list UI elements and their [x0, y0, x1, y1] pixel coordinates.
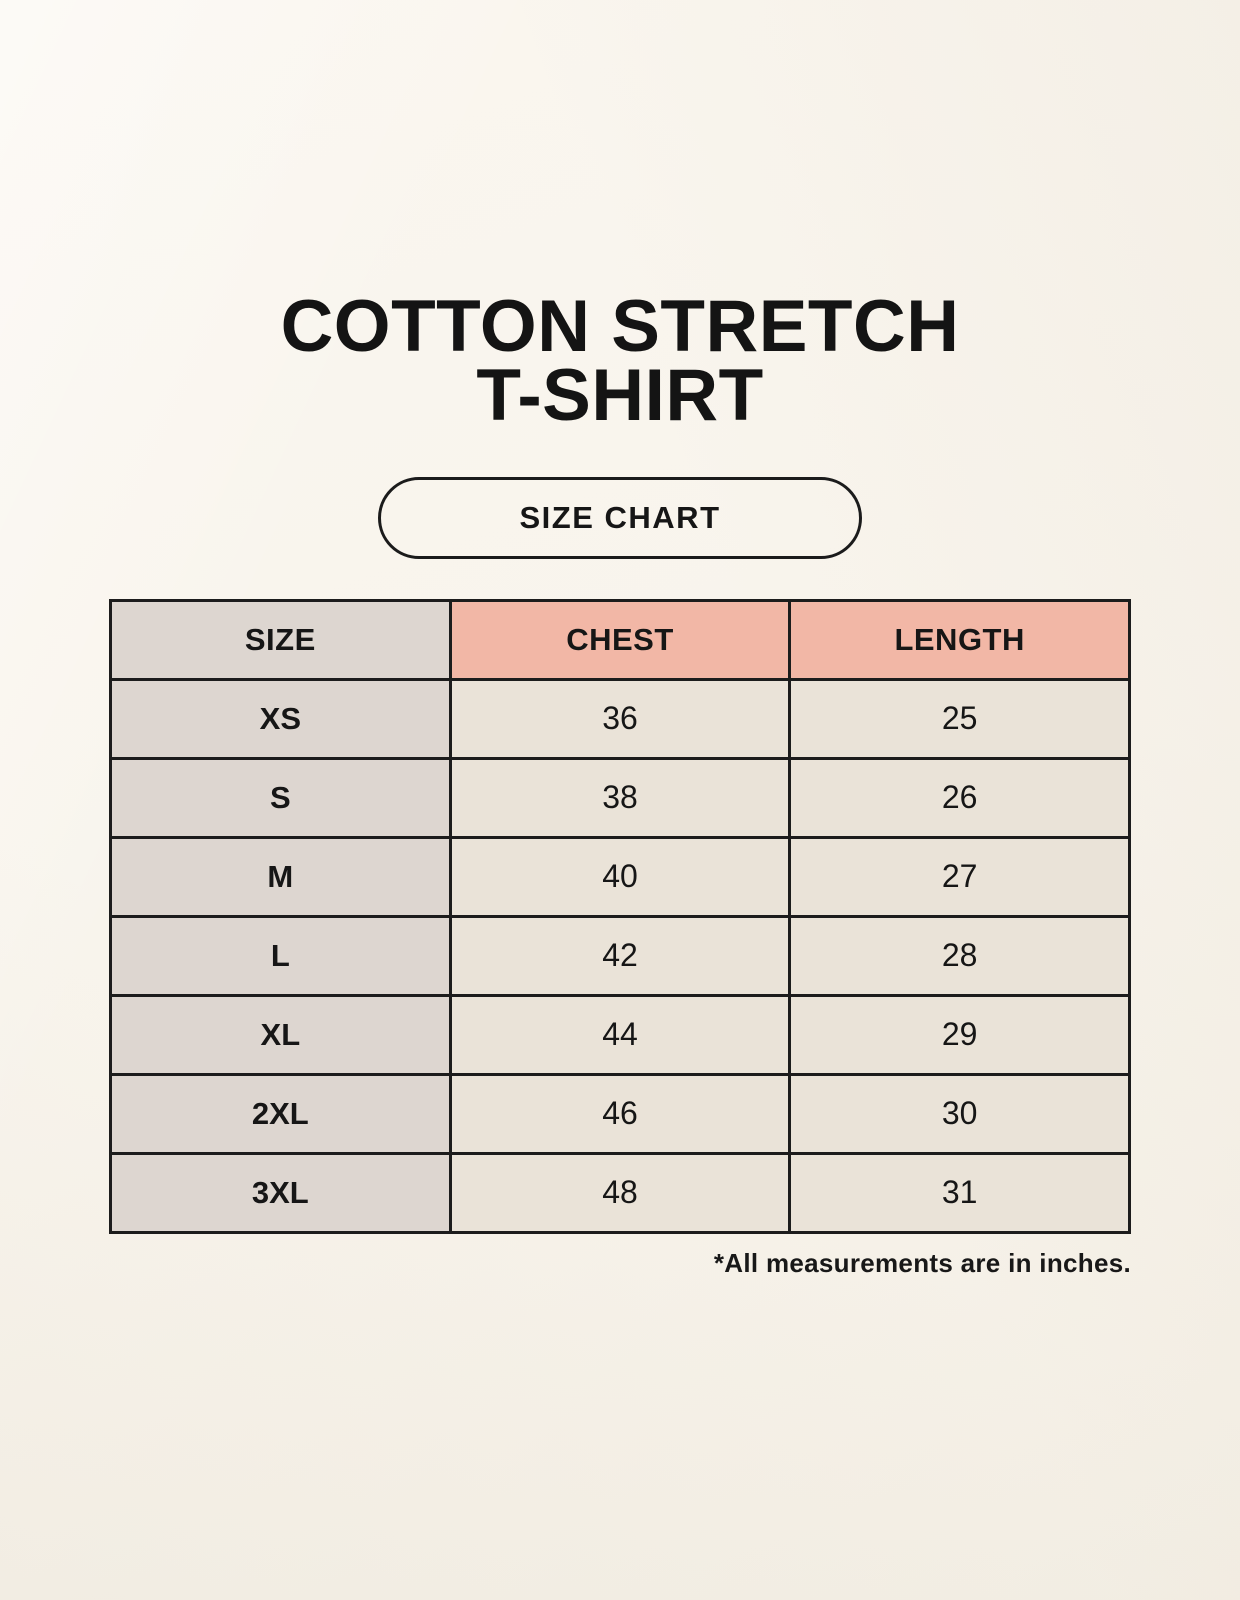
- table-row: XS 36 25: [109, 677, 1131, 760]
- size-cell: 2XL: [109, 1072, 452, 1155]
- measurement-cell: 40: [448, 835, 792, 918]
- size-cell: L: [109, 914, 452, 997]
- table-row: XL 44 29: [109, 993, 1131, 1076]
- measurement-cell: 38: [448, 756, 792, 839]
- column-header-length: LENGTH: [788, 598, 1131, 681]
- size-cell: XS: [109, 677, 452, 760]
- measurement-cell: 28: [788, 914, 1131, 997]
- measurement-cell: 48: [448, 1151, 792, 1234]
- table-row: L 42 28: [109, 914, 1131, 997]
- measurement-cell: 44: [448, 993, 792, 1076]
- page-title: COTTON STRETCH T-SHIRT: [0, 0, 1240, 432]
- measurement-cell: 36: [448, 677, 792, 760]
- table-row: 3XL 48 31: [109, 1151, 1131, 1234]
- header-row: SIZE CHEST LENGTH: [109, 598, 1131, 681]
- size-chart-badge: SIZE CHART: [378, 476, 862, 559]
- size-cell: M: [109, 835, 452, 918]
- size-cell: XL: [109, 993, 452, 1076]
- size-cell: 3XL: [109, 1151, 452, 1234]
- measurement-cell: 27: [788, 835, 1131, 918]
- measurement-cell: 42: [448, 914, 792, 997]
- table-row: M 40 27: [109, 835, 1131, 918]
- column-header-chest: CHEST: [448, 598, 792, 681]
- measurement-cell: 30: [788, 1072, 1131, 1155]
- measurement-cell: 26: [788, 756, 1131, 839]
- column-header-size: SIZE: [109, 598, 452, 681]
- size-cell: S: [109, 756, 452, 839]
- size-table-body: XS 36 25 S 38 26 M 40 27 L 42 28 XL 44 29 2XL 46 30 3XL 48 3…: [109, 677, 1131, 1234]
- measurement-cell: 29: [788, 993, 1131, 1076]
- page-title-line1: COTTON STRETCH: [280, 286, 960, 367]
- measurements-footnote: *All measurements are in inches.: [713, 1247, 1131, 1278]
- table-row: S 38 26: [109, 756, 1131, 839]
- table-row: 2XL 46 30: [109, 1072, 1131, 1155]
- size-chart-header: SIZE CHEST LENGTH: [109, 598, 1131, 681]
- measurement-cell: 46: [448, 1072, 792, 1155]
- size-chart-page: COTTON STRETCH T-SHIRT SIZE CHART SIZE C…: [0, 0, 1240, 1278]
- page-title-line2: T-SHIRT: [476, 355, 764, 437]
- measurement-cell: 31: [788, 1151, 1131, 1234]
- measurement-cell: 25: [788, 677, 1131, 760]
- size-chart-table: SIZE CHEST LENGTH XS 36 25 S 38 26 M 40 27 L 42 28 X…: [109, 598, 1131, 1234]
